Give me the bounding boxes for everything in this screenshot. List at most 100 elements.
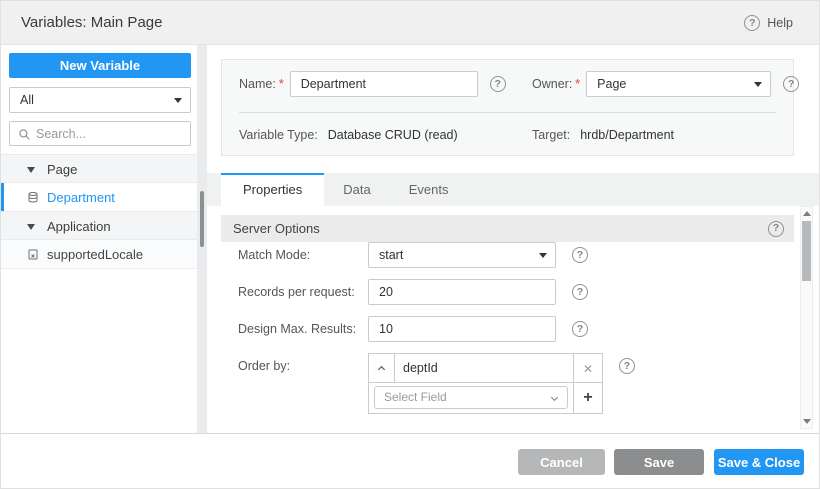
footer: Cancel Save Save & Close (1, 433, 819, 488)
help-circle-icon[interactable] (619, 358, 635, 374)
tab-properties[interactable]: Properties (221, 173, 325, 206)
sidebar: New Variable All Page D (1, 45, 197, 433)
tree-item-supportedlocale[interactable]: supportedLocale (1, 240, 197, 269)
help-icon (744, 15, 761, 31)
sidebar-background (1, 267, 197, 433)
name-label: Name: (239, 77, 276, 91)
order-by-row: Order by: Selec (238, 353, 797, 414)
help-circle-icon[interactable] (768, 220, 784, 237)
variable-type-value: Database CRUD (read) (327, 128, 458, 142)
records-per-request-row: Records per request: (238, 279, 797, 305)
content-scrollbar[interactable] (800, 206, 813, 429)
tree-group-application[interactable]: Application (1, 211, 197, 240)
variable-filter-value: All (20, 93, 34, 107)
chevron-down-icon (174, 98, 182, 103)
caret-down-icon (27, 224, 35, 230)
records-per-request-label: Records per request: (238, 285, 355, 299)
main-panel: Name: * Owner: * Page V (207, 45, 819, 433)
static-variable-icon (28, 249, 38, 260)
save-button[interactable]: Save (614, 449, 704, 475)
save-close-button[interactable]: Save & Close (714, 449, 804, 475)
help-link[interactable]: Help (744, 1, 793, 45)
tab-label: Properties (243, 182, 303, 197)
target-group: Target: hrdb/Department (532, 128, 776, 142)
tree-item-department[interactable]: Department (1, 183, 197, 212)
tab-data[interactable]: Data (324, 173, 389, 206)
tab-label: Data (343, 182, 371, 197)
owner-value: Page (597, 77, 627, 91)
tab-bar: Properties Data Events (207, 173, 819, 206)
order-by-label: Order by: (238, 359, 291, 373)
match-mode-select[interactable]: start (368, 242, 556, 268)
design-max-results-row: Design Max. Results: (238, 316, 797, 342)
help-circle-icon[interactable] (572, 284, 588, 300)
variable-type-group: Variable Type: Database CRUD (read) (239, 128, 532, 142)
chevron-down-icon (754, 82, 763, 87)
database-icon (28, 192, 38, 203)
tree-item-label: Department (47, 190, 115, 205)
order-by-entry (369, 354, 602, 383)
select-field-placeholder: Select Field (384, 390, 447, 404)
match-mode-label: Match Mode: (238, 248, 311, 262)
help-circle-icon[interactable] (489, 76, 506, 92)
order-by-field-select[interactable]: Select Field (374, 386, 568, 409)
new-variable-button[interactable]: New Variable (9, 53, 191, 78)
type-target-row: Variable Type: Database CRUD (read) Targ… (239, 122, 776, 148)
section-title: Server Options (233, 221, 320, 236)
cancel-button[interactable]: Cancel (518, 449, 605, 475)
tab-label: Events (408, 182, 449, 197)
name-field-group: Name: * (239, 71, 532, 97)
records-per-request-input[interactable] (368, 279, 556, 305)
match-mode-value: start (379, 248, 404, 262)
design-max-results-label: Design Max. Results: (238, 322, 357, 336)
variable-type-label: Variable Type: (239, 128, 318, 142)
tree-group-page[interactable]: Page (1, 154, 197, 183)
chevron-down-icon (550, 396, 559, 402)
search-box[interactable] (9, 121, 191, 146)
help-label: Help (767, 16, 793, 30)
name-input[interactable] (289, 71, 478, 97)
tree-group-label: Page (47, 162, 78, 177)
scroll-down-icon[interactable] (803, 419, 811, 424)
variable-tree: Page Department Application suppor (1, 154, 197, 269)
variable-filter-select[interactable]: All (9, 87, 191, 113)
tree-item-label: supportedLocale (47, 247, 144, 262)
order-by-add-row: Select Field (369, 383, 602, 413)
page-title: Variables: Main Page (21, 14, 163, 31)
match-mode-row: Match Mode: start (238, 242, 797, 268)
divider (239, 112, 776, 113)
order-by-select-wrap: Select Field (369, 383, 573, 413)
search-icon (19, 129, 30, 140)
required-asterisk: * (575, 77, 581, 91)
add-order-by-button[interactable] (573, 383, 602, 413)
tree-group-label: Application (47, 219, 111, 234)
properties-tab-content: Server Options Match Mode: start Records… (207, 206, 797, 433)
help-circle-icon[interactable] (572, 321, 588, 337)
header: Variables: Main Page Help (1, 1, 819, 45)
sort-direction-button[interactable] (369, 354, 395, 382)
order-by-field-input[interactable] (395, 354, 573, 382)
help-circle-icon[interactable] (783, 76, 800, 92)
order-by-control: Select Field (368, 353, 603, 414)
design-max-results-input[interactable] (368, 316, 556, 342)
chevron-up-icon (377, 365, 386, 370)
owner-label: Owner: (532, 77, 573, 91)
caret-down-icon (27, 167, 35, 173)
target-value: hrdb/Department (580, 128, 675, 142)
target-label: Target: (532, 128, 571, 142)
chevron-down-icon (539, 253, 547, 258)
help-circle-icon[interactable] (572, 247, 588, 263)
name-owner-row: Name: * Owner: * Page (239, 71, 800, 97)
variable-summary-panel: Name: * Owner: * Page V (221, 59, 800, 156)
sidebar-scrollbar[interactable] (197, 45, 207, 433)
remove-order-by-button[interactable] (573, 354, 602, 382)
scroll-up-icon[interactable] (803, 211, 811, 216)
scrollbar-thumb[interactable] (802, 221, 811, 281)
owner-select[interactable]: Page (586, 71, 772, 97)
required-asterisk: * (278, 77, 284, 91)
search-input[interactable] (36, 122, 186, 145)
sidebar-scrollbar-thumb[interactable] (200, 191, 204, 247)
tab-events[interactable]: Events (390, 173, 468, 206)
owner-field-group: Owner: * Page (532, 71, 800, 97)
